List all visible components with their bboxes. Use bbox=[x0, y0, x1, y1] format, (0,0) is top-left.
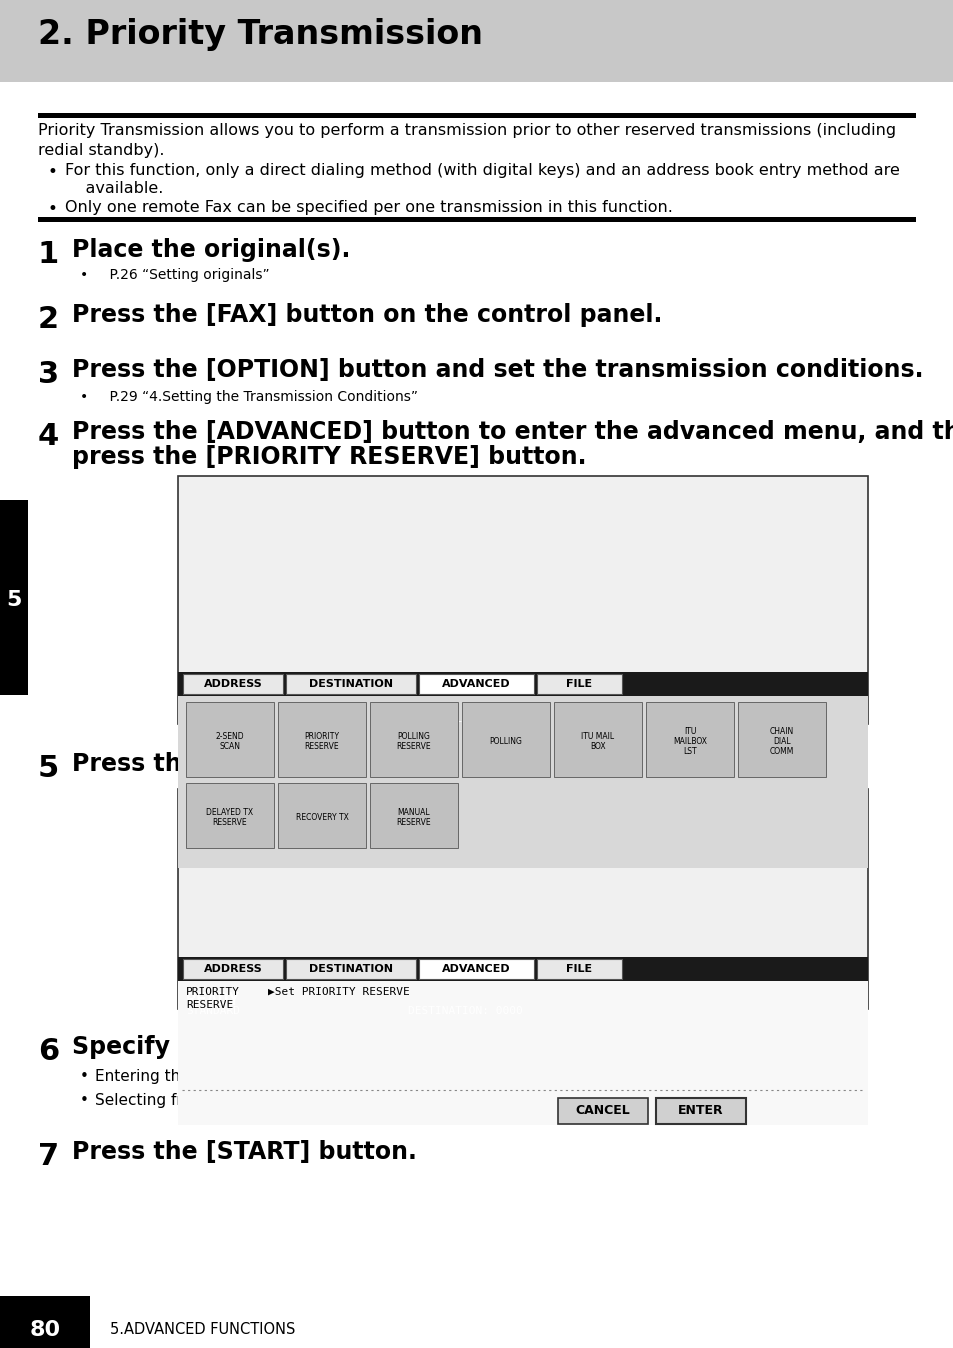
Bar bbox=[554, 702, 641, 776]
Text: FILE: FILE bbox=[566, 679, 592, 689]
Bar bbox=[537, 958, 621, 979]
Text: •: • bbox=[80, 1093, 89, 1108]
Text: RECOVERY TX: RECOVERY TX bbox=[295, 813, 348, 822]
Text: 7: 7 bbox=[38, 1142, 59, 1171]
Text: Press the [OPTION] button and set the transmission conditions.: Press the [OPTION] button and set the tr… bbox=[71, 359, 923, 381]
Text: 1: 1 bbox=[38, 240, 59, 270]
Bar bbox=[0, 1295, 90, 1348]
Text: 2-SEND
SCAN: 2-SEND SCAN bbox=[215, 732, 244, 751]
Bar bbox=[178, 957, 867, 1010]
Text: DESTINATION: DESTINATION bbox=[309, 964, 393, 975]
Text: Press the [START] button.: Press the [START] button. bbox=[71, 1140, 416, 1165]
Text: ADVANCED: ADVANCED bbox=[442, 964, 510, 975]
Text: DESTINATION: 0000: DESTINATION: 0000 bbox=[408, 721, 522, 731]
Text: Selecting from address book ( P.38 “Address book entry”): Selecting from address book ( P.38 “Addr… bbox=[95, 1093, 534, 1108]
Text: CANCEL: CANCEL bbox=[575, 1104, 630, 1117]
Text: press the [PRIORITY RESERVE] button.: press the [PRIORITY RESERVE] button. bbox=[71, 445, 586, 469]
Text: Press the [ENTER] button.: Press the [ENTER] button. bbox=[71, 752, 420, 776]
Text: •: • bbox=[80, 390, 89, 404]
Bar bbox=[186, 783, 274, 848]
Text: FILE: FILE bbox=[566, 964, 592, 975]
Text: DESTINATION: DESTINATION bbox=[309, 679, 393, 689]
Text: Only one remote Fax can be specified per one transmission in this function.: Only one remote Fax can be specified per… bbox=[65, 200, 672, 214]
Text: redial standby).: redial standby). bbox=[38, 143, 164, 158]
Bar bbox=[656, 1099, 745, 1124]
Text: MANUAL
RESERVE: MANUAL RESERVE bbox=[396, 807, 431, 828]
Text: •: • bbox=[48, 200, 58, 218]
Bar bbox=[286, 674, 416, 694]
Text: ADDRESS: ADDRESS bbox=[203, 679, 262, 689]
Bar bbox=[183, 958, 283, 979]
Bar bbox=[178, 957, 867, 981]
Bar bbox=[418, 674, 534, 694]
Bar bbox=[461, 702, 550, 776]
Text: Press the [ADVANCED] button to enter the advanced menu, and then: Press the [ADVANCED] button to enter the… bbox=[71, 421, 953, 443]
Text: CHAIN
DIAL
COMM: CHAIN DIAL COMM bbox=[769, 727, 793, 756]
Bar bbox=[0, 0, 953, 82]
Text: POLLING: POLLING bbox=[489, 737, 522, 745]
Bar bbox=[286, 958, 416, 979]
Text: ITU MAIL
BOX: ITU MAIL BOX bbox=[580, 732, 614, 751]
Text: available.: available. bbox=[65, 181, 163, 195]
Text: DESTINATION: 0000: DESTINATION: 0000 bbox=[408, 1006, 522, 1016]
Bar bbox=[558, 1099, 647, 1124]
Bar bbox=[537, 674, 621, 694]
Text: READY: READY bbox=[186, 991, 240, 1010]
Text: Entering the Fax number ( P.37 “Direct entry with digital keys”): Entering the Fax number ( P.37 “Direct e… bbox=[95, 1069, 578, 1084]
Text: Priority Transmission allows you to perform a transmission prior to other reserv: Priority Transmission allows you to perf… bbox=[38, 123, 895, 137]
Text: •: • bbox=[80, 1069, 89, 1084]
Text: ▶Set PRIORITY RESERVE: ▶Set PRIORITY RESERVE bbox=[268, 987, 410, 998]
Text: ENTER: ENTER bbox=[678, 1104, 723, 1117]
Text: POLLING
RESERVE: POLLING RESERVE bbox=[396, 732, 431, 751]
Text: 5.ADVANCED FUNCTIONS: 5.ADVANCED FUNCTIONS bbox=[110, 1322, 295, 1337]
Text: 4: 4 bbox=[38, 422, 59, 452]
Bar bbox=[38, 217, 915, 222]
Bar bbox=[0, 500, 28, 696]
Text: ADVANCED: ADVANCED bbox=[442, 679, 510, 689]
Bar bbox=[738, 702, 825, 776]
Bar bbox=[645, 702, 733, 776]
Text: 5: 5 bbox=[38, 754, 59, 783]
Text: 3: 3 bbox=[38, 360, 59, 390]
Text: 80: 80 bbox=[30, 1320, 60, 1340]
Bar bbox=[178, 673, 867, 724]
Text: ITU
MAILBOX
LST: ITU MAILBOX LST bbox=[672, 727, 706, 756]
Text: 5: 5 bbox=[7, 590, 22, 611]
Text: P.29 “4.Setting the Transmission Conditions”: P.29 “4.Setting the Transmission Conditi… bbox=[91, 390, 417, 404]
Bar bbox=[178, 981, 867, 1126]
Text: Place the original(s).: Place the original(s). bbox=[71, 239, 350, 262]
Bar bbox=[277, 783, 366, 848]
Text: Press the [FAX] button on the control panel.: Press the [FAX] button on the control pa… bbox=[71, 303, 661, 328]
Text: ADDRESS: ADDRESS bbox=[203, 964, 262, 975]
Text: P.26 “Setting originals”: P.26 “Setting originals” bbox=[91, 268, 270, 282]
Bar bbox=[178, 696, 867, 868]
Text: •: • bbox=[48, 163, 58, 181]
Bar bbox=[178, 476, 867, 724]
Bar bbox=[38, 113, 915, 119]
Text: PRIORITY
RESERVE: PRIORITY RESERVE bbox=[186, 987, 240, 1010]
Bar bbox=[178, 673, 867, 696]
Bar bbox=[277, 702, 366, 776]
Text: DELAYED TX
RESERVE: DELAYED TX RESERVE bbox=[206, 807, 253, 828]
Text: 2: 2 bbox=[38, 305, 59, 334]
Text: •: • bbox=[80, 268, 89, 282]
Bar bbox=[418, 958, 534, 979]
Bar bbox=[186, 702, 274, 776]
Bar bbox=[370, 783, 457, 848]
Text: STANDARD: STANDARD bbox=[186, 721, 240, 731]
Text: READY: READY bbox=[186, 706, 240, 724]
Text: For this function, only a direct dialing method (with digital keys) and an addre: For this function, only a direct dialing… bbox=[65, 163, 899, 178]
Text: PRIORITY
RESERVE: PRIORITY RESERVE bbox=[304, 732, 339, 751]
Text: STANDARD: STANDARD bbox=[186, 1006, 240, 1016]
Text: Specify the remote Fax: Specify the remote Fax bbox=[71, 1035, 380, 1060]
Bar bbox=[370, 702, 457, 776]
Bar bbox=[183, 674, 283, 694]
Text: 2. Priority Transmission: 2. Priority Transmission bbox=[38, 18, 482, 51]
Text: 6: 6 bbox=[38, 1037, 59, 1066]
Bar bbox=[178, 789, 867, 1010]
